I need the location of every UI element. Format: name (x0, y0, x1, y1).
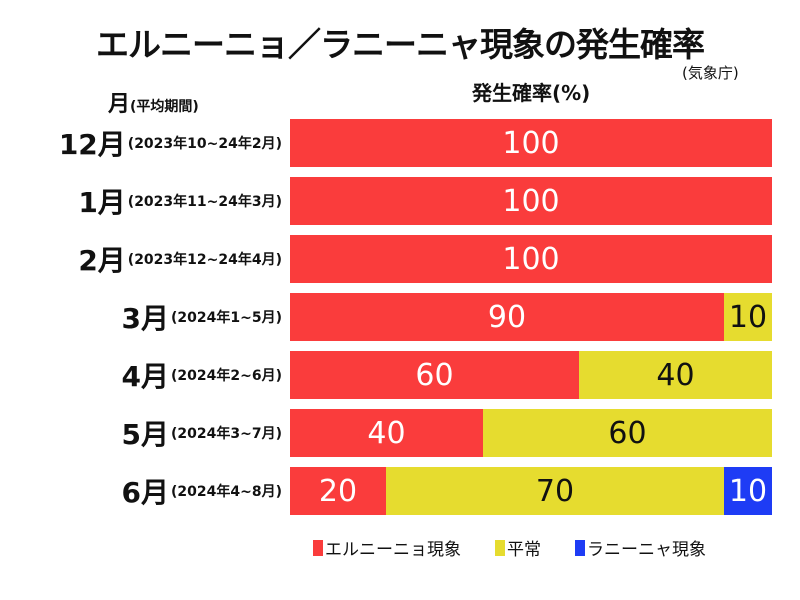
legend-item-normal: 平常 (495, 535, 541, 560)
bar-segment: 60 (290, 351, 579, 399)
row-label-period: (2024年1~5月) (171, 310, 282, 326)
row-label-period: (2024年2~6月) (171, 368, 282, 384)
legend-label-el-nino: エルニーニョ現象 (325, 540, 461, 560)
bar-segment: 100 (290, 235, 772, 283)
y-axis-caption: 月(平均期間) (108, 86, 199, 118)
row-label-month: 2月 (78, 244, 126, 277)
bar-segment: 60 (483, 409, 772, 457)
row-label-month: 6月 (121, 476, 170, 509)
legend-label-la-nina: ラニーニャ現象 (587, 540, 706, 560)
row-label-period: (2023年10~24年2月) (127, 136, 282, 152)
bar-segment: 10 (724, 467, 772, 515)
y-axis-label: 月 (108, 92, 131, 117)
legend-swatch-el-nino (313, 539, 323, 556)
row-label-month: 5月 (121, 418, 170, 451)
legend: エルニーニョ現象 平常 ラニーニャ現象 (313, 535, 706, 560)
bar-segment: 100 (290, 119, 772, 167)
row-label: 5月 (2024年3~7月) (122, 409, 282, 457)
row-label: 6月 (2024年4~8月) (122, 467, 282, 515)
x-axis-label: 発生確率(%) (472, 81, 591, 105)
row-label-period: (2024年3~7月) (171, 426, 282, 442)
bar-segment: 40 (290, 409, 483, 457)
legend-swatch-normal (495, 539, 505, 556)
bar-segment: 20 (290, 467, 386, 515)
bar-segment: 40 (579, 351, 772, 399)
row-label-period: (2023年11~24年3月) (127, 194, 282, 210)
row-label-month: 4月 (121, 360, 170, 393)
row-label: 12月 (2023年10~24年2月) (59, 119, 282, 167)
source-label: (気象庁) (682, 64, 739, 82)
y-axis-sublabel: (平均期間) (130, 99, 199, 115)
bar-segment: 100 (290, 177, 772, 225)
legend-item-el-nino: エルニーニョ現象 (313, 535, 461, 560)
bar-segment: 10 (724, 293, 772, 341)
row-label: 2月 (2023年12~24年4月) (78, 235, 282, 283)
chart-title: エルニーニョ／ラニーニャ現象の発生確率 (96, 25, 705, 64)
row-label-period: (2023年12~24年4月) (127, 252, 282, 268)
row-label-month: 12月 (58, 128, 126, 161)
row-label: 3月 (2024年1~5月) (122, 293, 282, 341)
row-label-period: (2024年4~8月) (171, 484, 282, 500)
bar-segment: 90 (290, 293, 724, 341)
row-label: 4月 (2024年2~6月) (122, 351, 282, 399)
legend-item-la-nina: ラニーニャ現象 (575, 535, 706, 560)
row-label: 1月 (2023年11~24年3月) (78, 177, 282, 225)
legend-label-normal: 平常 (507, 540, 541, 560)
row-label-month: 1月 (78, 186, 126, 219)
row-label-month: 3月 (121, 302, 170, 335)
bar-segment: 70 (386, 467, 724, 515)
legend-swatch-la-nina (575, 539, 585, 556)
